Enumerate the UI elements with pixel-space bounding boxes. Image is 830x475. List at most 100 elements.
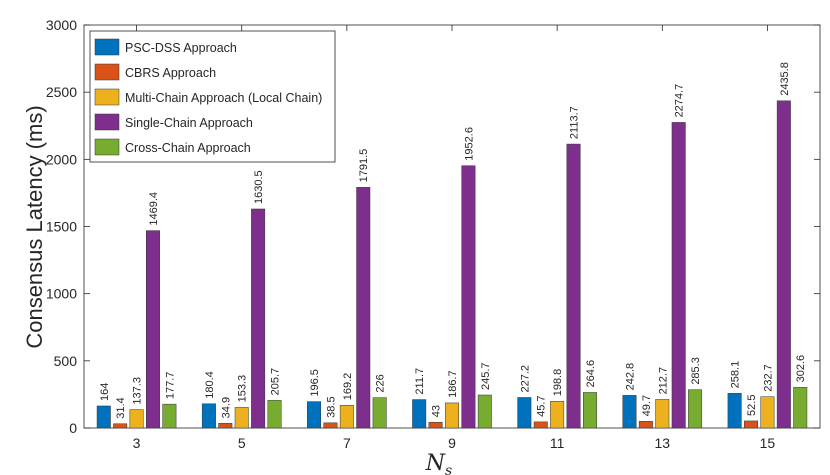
bar [638,421,653,429]
bar [145,230,160,429]
bar [129,409,144,429]
data-label: 164 [99,383,111,401]
bar [566,143,581,429]
bar [445,402,459,429]
data-label: 302.6 [795,355,807,383]
bar [760,396,775,429]
data-label: 232.7 [762,364,774,392]
bar [201,403,216,429]
bar [96,405,111,429]
data-label: 1952.6 [463,127,475,161]
data-label: 169.2 [342,373,354,401]
legend-swatch [94,63,120,81]
data-label: 2435.8 [779,62,791,96]
data-label: 1791.5 [358,149,370,183]
data-label: 34.9 [220,397,232,418]
data-label: 285.3 [690,357,702,385]
x-tick-label: 7 [343,435,351,451]
data-label: 196.5 [309,369,321,397]
x-tick-label: 13 [654,435,670,451]
data-label: 1630.5 [253,170,265,204]
y-tick-label: 2500 [46,84,77,100]
data-label: 1469.4 [148,192,160,226]
x-tick-label: 5 [238,435,246,451]
data-label: 137.3 [132,377,144,405]
data-label: 52.5 [746,395,758,416]
data-label: 245.7 [480,362,492,390]
y-tick-label: 0 [69,420,77,436]
bar [267,400,282,429]
data-label: 2274.7 [674,84,686,118]
x-axis-label: Ns [425,451,452,475]
legend-swatch [94,88,120,106]
x-tick-label: 3 [133,435,141,451]
bar [323,422,338,429]
bar [533,421,548,429]
bar [793,387,808,429]
bar [162,403,177,429]
chart-bars [96,100,808,429]
y-tick-label: 1000 [46,286,77,302]
bar [412,399,427,429]
y-tick-label: 2000 [46,151,77,167]
legend-swatch [94,38,120,56]
legend-entry: Single-Chain Approach [125,116,253,130]
legend-entry: Multi-Chain Approach (Local Chain) [125,91,322,105]
y-tick-label: 500 [54,353,78,369]
data-label: 226 [375,374,387,392]
x-tick-label: 9 [448,435,456,451]
data-label: 180.4 [204,371,216,399]
data-label: 186.7 [447,370,459,398]
data-label: 227.2 [519,365,531,393]
bar [744,420,759,429]
data-label: 258.1 [730,361,742,389]
data-label: 242.8 [624,363,636,391]
data-label: 212.7 [657,367,669,395]
legend-swatch [94,113,120,131]
y-axis-label: Consensus Latency (ms) [22,105,47,348]
legend-entry: CBRS Approach [125,66,216,80]
data-label: 264.6 [585,360,597,388]
y-tick-label: 3000 [46,17,77,33]
bar [339,405,354,429]
legend-swatch [94,138,120,156]
bar [356,187,371,429]
data-label: 153.3 [237,375,249,403]
x-tick-label: 11 [550,435,565,451]
data-label: 205.7 [270,368,282,396]
bar [218,423,233,429]
legend-entry: Cross-Chain Approach [125,141,251,155]
bar [622,395,637,429]
data-label: 2113.7 [569,106,581,139]
bar [776,100,791,429]
x-tick-label: 15 [760,435,776,451]
bar [582,392,597,429]
bar [251,208,266,429]
y-tick-label: 1500 [46,219,77,235]
bar [671,122,686,429]
data-label: 45.7 [536,395,548,416]
bar [727,393,742,429]
bar [550,401,565,429]
x-axis-label-subscript: s [445,463,452,475]
legend: PSC-DSS Approach CBRS Approach Multi-Chain… [89,30,336,163]
bar [428,421,443,429]
legend-entry: PSC-DSS Approach [125,41,237,55]
bar [517,397,532,429]
x-axis-label-main: N [425,451,446,475]
data-label: 49.7 [641,395,653,416]
data-label: 31.4 [115,397,127,418]
bar [477,394,492,429]
data-label: 43 [431,405,443,417]
data-label: 211.7 [414,368,426,395]
bar [234,407,249,429]
bar [113,423,128,429]
bar [655,399,670,429]
chart-data-labels: 164 31.4 137.3 1469.4 177.7 180.4 34.9 153.3 163… [99,62,807,419]
data-label: 38.5 [325,396,337,417]
bar [688,389,703,429]
data-label: 198.8 [552,369,564,397]
data-label: 177.7 [164,372,176,400]
bar [461,165,476,429]
